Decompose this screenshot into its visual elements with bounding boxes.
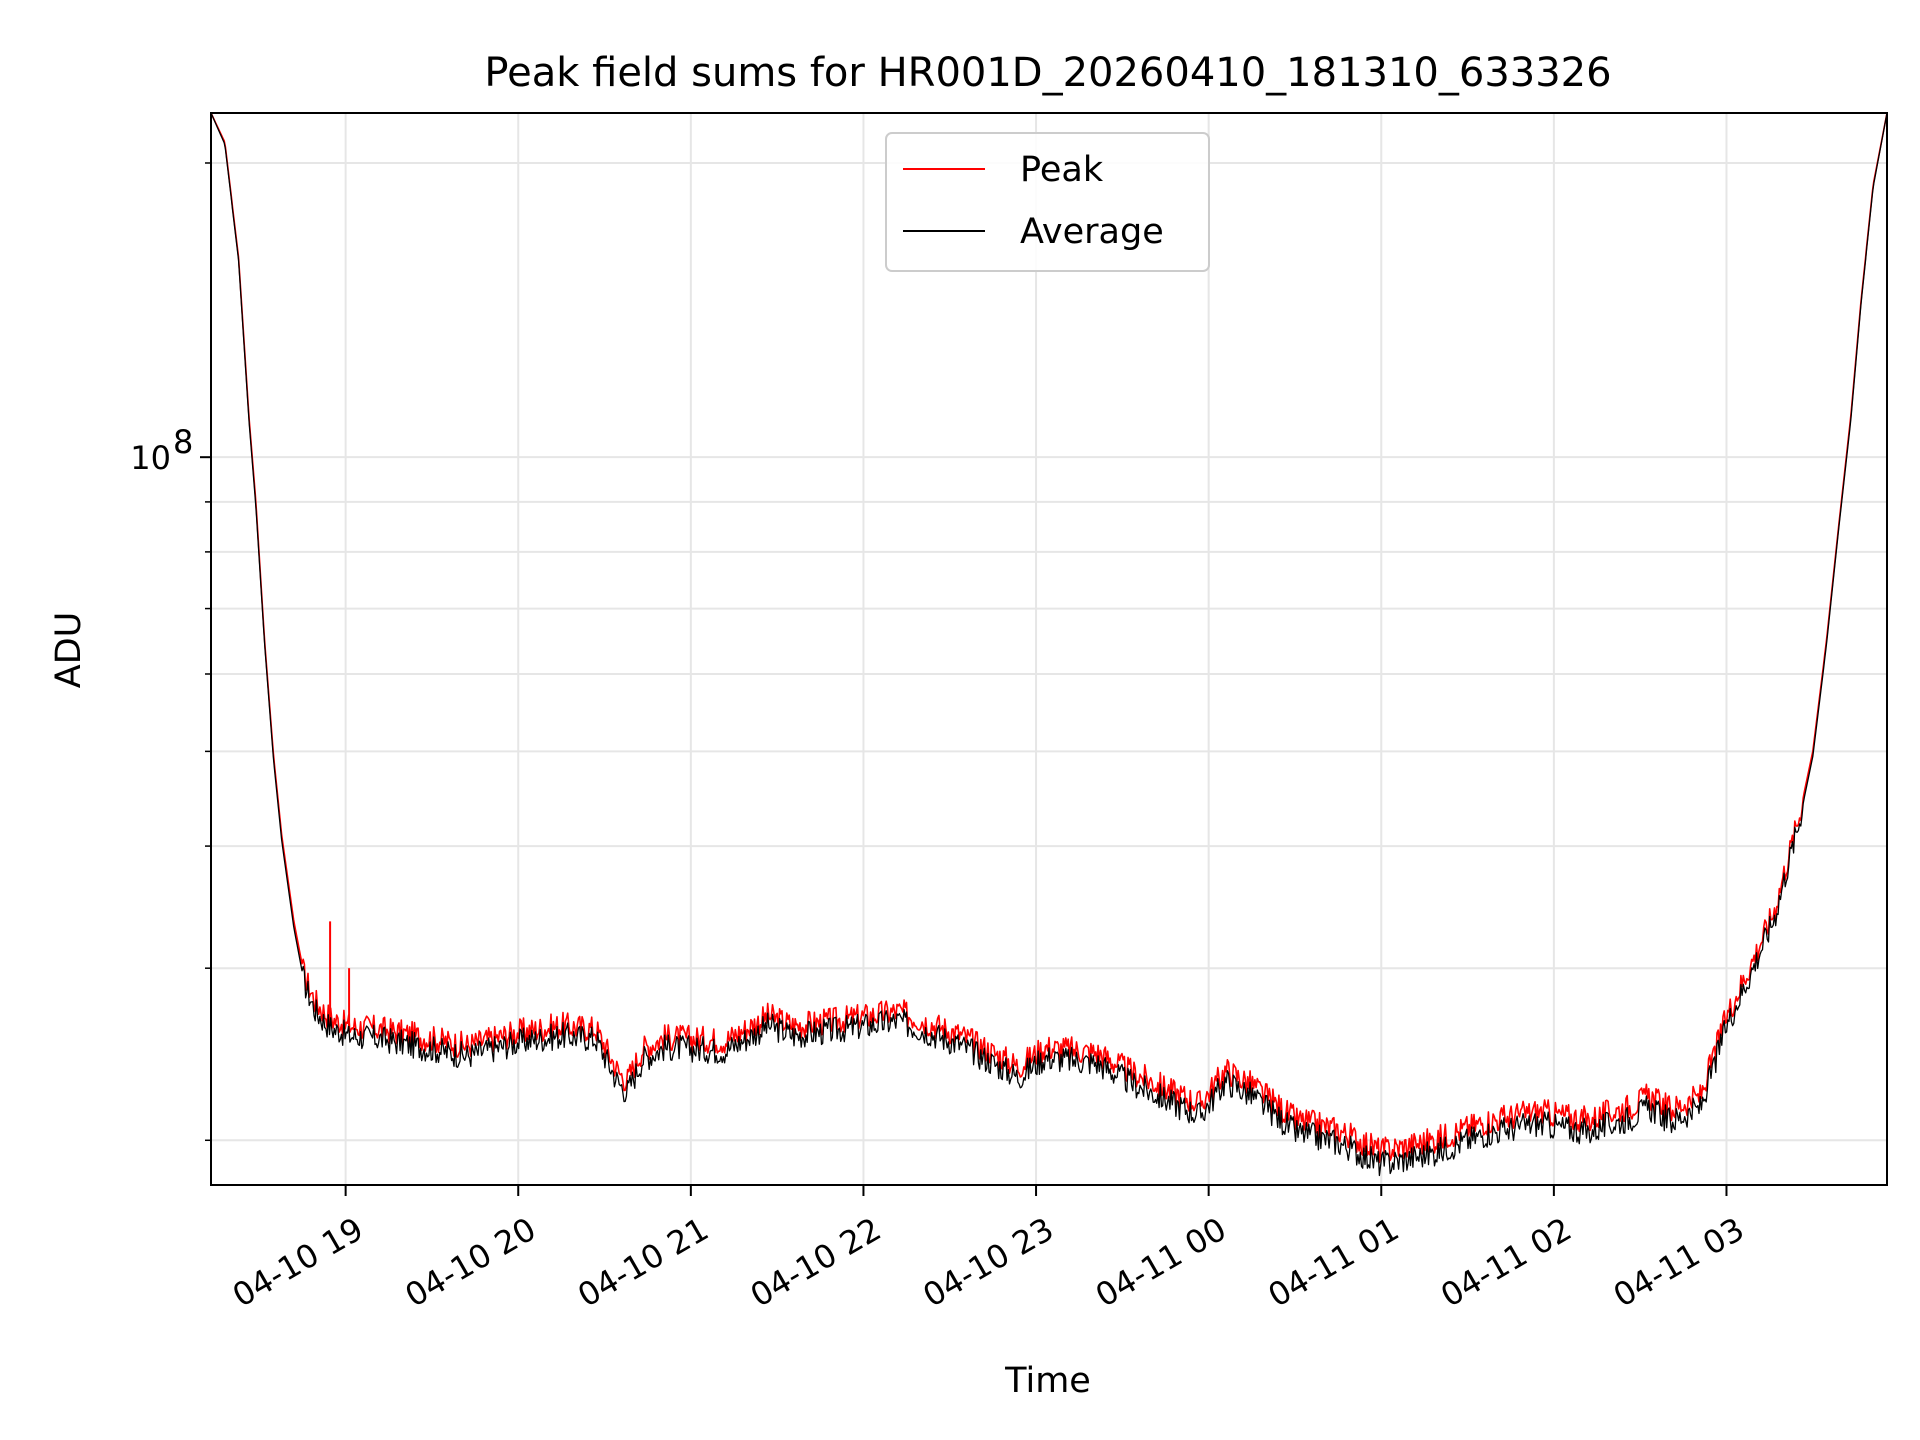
y-tick-label-exponent: 8 [173,423,193,461]
grid [211,113,1887,1185]
chart-title: Peak field sums for HR001D_20260410_1813… [484,50,1611,96]
series-layer [210,112,1888,1177]
plot-frame [210,112,1888,1186]
series-line-peak [210,112,1888,1164]
y-tick-label-base: 10 [130,439,171,477]
y-axis-label: ADU [49,612,89,689]
legend-label-average: Average [1020,212,1164,252]
x-axis-label: Time [1004,1361,1091,1401]
series-line-average [210,112,1888,1177]
legend: Peak Average [885,132,1210,272]
legend-box [885,132,1210,272]
legend-label-peak: Peak [1020,150,1104,190]
